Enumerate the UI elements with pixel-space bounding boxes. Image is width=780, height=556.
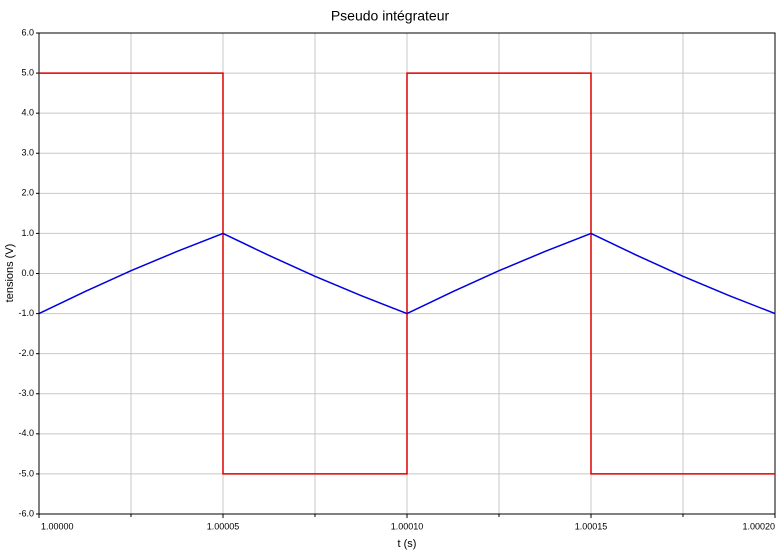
chart-title: Pseudo intégrateur: [331, 8, 450, 24]
plot-frame: [38, 32, 776, 515]
y-tick-label: -2.0: [18, 348, 34, 358]
y-axis-label: tensions (V): [4, 244, 16, 303]
x-tick-label: 1.00000: [41, 521, 74, 531]
x-axis-label: t (s): [398, 538, 417, 550]
series-line: [38, 232, 776, 315]
series-line: [39, 72, 775, 475]
x-tick-label: 1.00015: [575, 521, 608, 531]
y-tick-label: -6.0: [18, 508, 34, 518]
y-tick-label: 5.0: [21, 67, 34, 77]
y-tick-label: -1.0: [18, 308, 34, 318]
y-tick-label: 4.0: [21, 108, 34, 118]
y-tick-label: -3.0: [18, 388, 34, 398]
x-tick-label: 1.00010: [391, 521, 424, 531]
y-tick-label: -5.0: [18, 468, 34, 478]
y-tick-label: 2.0: [21, 188, 34, 198]
y-tick-label: 0.0: [21, 268, 34, 278]
y-tick-label: -4.0: [18, 428, 34, 438]
y-tick-label: 1.0: [21, 228, 34, 238]
y-tick-label: 6.0: [21, 27, 34, 37]
y-tick-label: 3.0: [21, 148, 34, 158]
x-tick-label: 1.00005: [207, 521, 240, 531]
x-tick-label: 1.00020: [742, 521, 775, 531]
